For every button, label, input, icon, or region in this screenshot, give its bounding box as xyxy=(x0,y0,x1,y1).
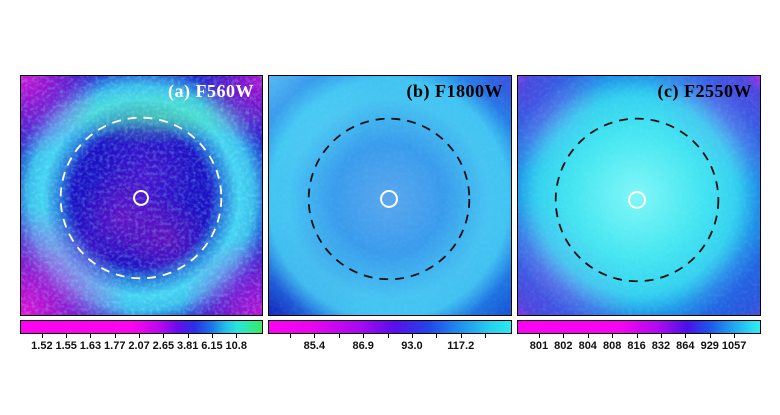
colorbar-tick-mark xyxy=(485,334,487,338)
colorbar-ticks-f560w: 1.52 1.55 1.63 1.77 2.07 2.65 3.81 6.15 10.8 xyxy=(20,334,263,356)
colorbar-tick-label: 117.2 xyxy=(447,340,475,352)
colorbar-tick-mark xyxy=(636,334,638,338)
colorbar-tick-label: 808 xyxy=(602,340,622,352)
colorbar-tick-label: 3.81 xyxy=(176,340,199,352)
central-source-circle xyxy=(133,190,149,206)
colorbar-tick-mark xyxy=(387,334,389,338)
colorbar-tick-label: 85.4 xyxy=(303,340,326,352)
speckle-texture xyxy=(518,76,760,315)
colorbar-tick-label: 802 xyxy=(554,340,573,352)
colorbar-ticks-f1800w: 85.4 86.9 93.0 117.2 xyxy=(268,334,512,356)
colorbar-tick-mark xyxy=(314,334,316,338)
panel-label: (a) F560W xyxy=(168,81,254,101)
panel-f1800w-image: (b) F1800W xyxy=(268,75,512,316)
colorbar-tick-mark xyxy=(236,334,238,338)
colorbar-tick-mark xyxy=(563,334,565,338)
panel-f2550w-image: (c) F2550W xyxy=(517,75,761,316)
colorbar-tick-mark xyxy=(411,334,413,338)
colorbar-tick-mark xyxy=(66,334,68,338)
colorbar-tick-mark xyxy=(709,334,711,338)
colorbar-tick-mark xyxy=(289,334,291,338)
speckle-texture xyxy=(269,76,511,315)
colorbar-tick-mark xyxy=(460,334,462,338)
colorbar-tick-label: 2.65 xyxy=(152,340,175,352)
colorbar-tick-mark xyxy=(685,334,687,338)
panel-annotations xyxy=(554,117,720,283)
colorbar-tick-mark xyxy=(338,334,340,338)
dashed-aperture-circle xyxy=(554,117,720,283)
panel-label: (b) F1800W xyxy=(406,81,503,101)
colorbar-tick-label: 1.52 xyxy=(31,340,53,352)
colorbar-tick-mark xyxy=(187,334,189,338)
colorbar-tick-mark xyxy=(436,334,438,338)
colorbar-tick-label: 864 xyxy=(676,340,695,352)
panel-annotations xyxy=(307,117,471,281)
colorbar-tick-label: 804 xyxy=(578,340,597,352)
colorbar-tick-mark xyxy=(734,334,736,338)
central-source-circle xyxy=(628,191,646,209)
central-source-circle xyxy=(380,190,398,208)
colorbar-tick-label: 93.0 xyxy=(401,340,423,352)
colorbar-tick-label: 801 xyxy=(529,340,549,352)
panel-annotations xyxy=(59,116,223,280)
colorbar-tick-mark xyxy=(90,334,92,338)
colorbar-tick-label: 1.63 xyxy=(79,340,102,352)
colorbar-tick-label: 929 xyxy=(700,340,719,352)
colorbar-tick-label: 1.77 xyxy=(104,340,126,352)
dashed-aperture-circle xyxy=(307,117,471,281)
colorbar-tick-label: 1057 xyxy=(721,340,747,352)
colorbar-tick-mark xyxy=(660,334,662,338)
dashed-aperture-circle xyxy=(59,116,223,280)
colorbar-tick-mark xyxy=(211,334,213,338)
colorbar-tick-label: 6.15 xyxy=(201,340,223,352)
colorbar-tick-mark xyxy=(363,334,365,338)
colorbar-tick-mark xyxy=(41,334,43,338)
colorbar-ticks-f2550w: 801 802 804 808 816 832 864 929 1057 xyxy=(517,334,761,356)
panel-f560w-image: (a) F560W xyxy=(20,75,263,316)
colorbar-f560w xyxy=(20,320,263,334)
colorbar-f2550w xyxy=(517,320,761,334)
colorbar-tick-mark xyxy=(587,334,589,338)
colorbar-tick-mark xyxy=(538,334,540,338)
colorbar-tick-mark xyxy=(612,334,614,338)
colorbar-tick-label: 10.8 xyxy=(225,340,247,352)
colorbar-tick-label: 832 xyxy=(651,340,671,352)
speckle-texture xyxy=(21,76,262,315)
colorbar-tick-label: 1.55 xyxy=(55,340,77,352)
colorbar-tick-label: 2.07 xyxy=(128,340,150,352)
colorbar-f1800w xyxy=(268,320,512,334)
colorbar-tick-mark xyxy=(114,334,116,338)
panel-label: (c) F2550W xyxy=(657,81,752,101)
colorbar-tick-label: 816 xyxy=(627,340,646,352)
colorbar-tick-mark xyxy=(163,334,165,338)
colorbar-tick-label: 86.9 xyxy=(352,340,374,352)
colorbar-tick-mark xyxy=(139,334,141,338)
